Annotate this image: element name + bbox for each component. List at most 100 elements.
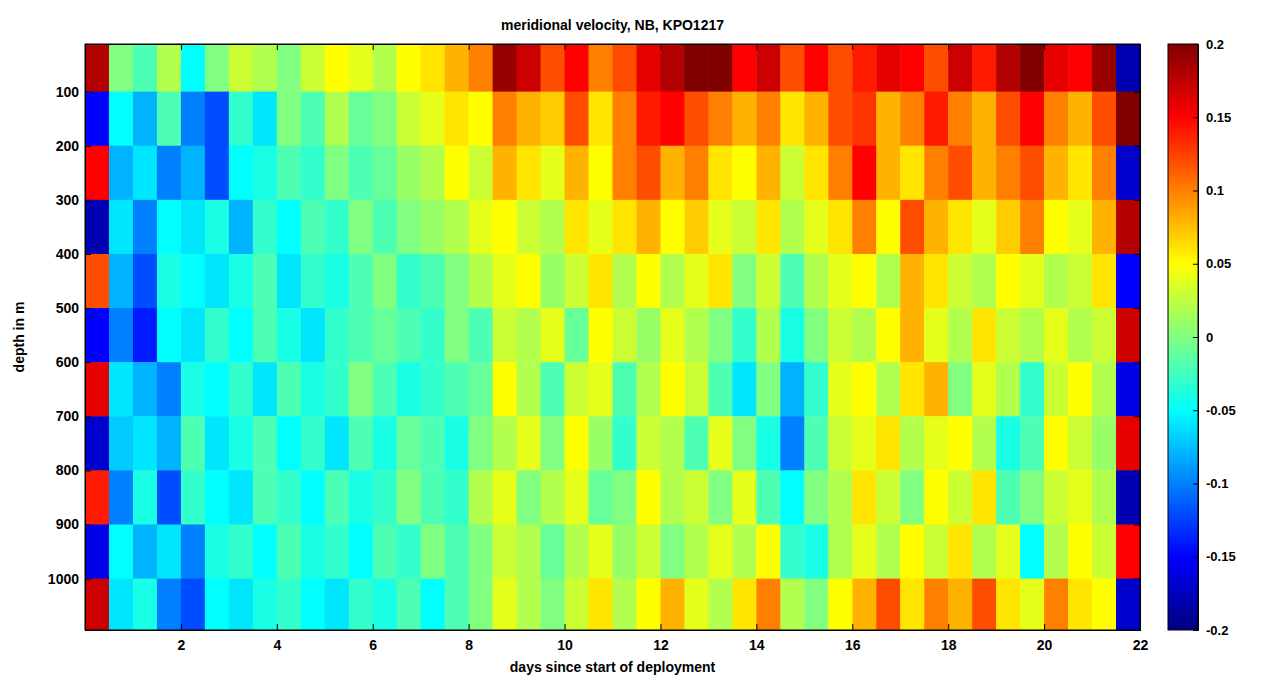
heatmap-cell [732, 308, 756, 363]
heatmap-cell [133, 146, 157, 201]
heatmap-cell [541, 579, 565, 630]
heatmap-cell [684, 579, 708, 630]
heatmap-cell [253, 92, 277, 147]
tick-label: 400 [56, 246, 80, 262]
axis-line [1134, 45, 1141, 631]
tick: -0.05 [1193, 403, 1236, 418]
tick [1134, 470, 1140, 471]
heatmap-cell [636, 92, 660, 147]
heatmap-cell [876, 146, 900, 201]
heatmap-cell [828, 254, 852, 309]
heatmap-cell [732, 579, 756, 630]
heatmap-cell [421, 146, 445, 201]
heatmap-cell [900, 524, 924, 579]
tick-mark [852, 624, 853, 630]
heatmap-cell [972, 470, 996, 525]
heatmap-cell [852, 146, 876, 201]
heatmap-cell [996, 470, 1020, 525]
heatmap-cell [852, 524, 876, 579]
heatmap-cell [277, 416, 301, 471]
tick-mark [756, 44, 757, 50]
x-axis-title: days since start of deployment [510, 659, 716, 675]
heatmap-cell [708, 579, 732, 630]
heatmap-cell [1068, 524, 1092, 579]
heatmap-cell [780, 524, 804, 579]
heatmap-cell [804, 362, 828, 417]
heatmap-cell [157, 44, 181, 92]
heatmap-cell [277, 524, 301, 579]
heatmap-cell [804, 254, 828, 309]
heatmap-cell [421, 254, 445, 309]
heatmap-cell [996, 416, 1020, 471]
heatmap-cell [397, 524, 421, 579]
heatmap-cell [133, 362, 157, 417]
heatmap-cell [349, 362, 373, 417]
tick-mark [373, 624, 374, 630]
tick-label: 0.05 [1206, 256, 1231, 271]
heatmap-cell [780, 200, 804, 255]
tick-mark [277, 624, 278, 630]
heatmap-cell [133, 579, 157, 630]
heatmap-cell [1116, 416, 1140, 471]
heatmap-cell [493, 254, 517, 309]
heatmap-cell [852, 362, 876, 417]
tick: 0 [1193, 330, 1213, 345]
tick: -0.15 [1193, 549, 1236, 564]
heatmap-cell [397, 308, 421, 363]
heatmap-cell [948, 200, 972, 255]
heatmap-cell [1116, 146, 1140, 201]
heatmap-cell [684, 308, 708, 363]
heatmap-cell [205, 308, 229, 363]
tick-mark [1134, 416, 1140, 417]
heatmap-cell [493, 470, 517, 525]
heatmap-cell [684, 200, 708, 255]
heatmap-cell [469, 579, 493, 630]
colorbar [1168, 44, 1198, 630]
heatmap-cell [660, 200, 684, 255]
tick: 700 [56, 408, 91, 424]
heatmap-cell [493, 362, 517, 417]
tick: 600 [56, 354, 91, 370]
heatmap-cell [85, 200, 109, 255]
heatmap-cell [924, 416, 948, 471]
chart: 2468101214161820221002003004005006007008… [0, 0, 1264, 685]
heatmap-cell [445, 200, 469, 255]
heatmap-cell [900, 416, 924, 471]
heatmap-cell [1116, 92, 1140, 147]
heatmap-cell [205, 254, 229, 309]
heatmap-cell [1068, 579, 1092, 630]
heatmap-cell [613, 254, 637, 309]
heatmap-cell [493, 416, 517, 471]
heatmap-cell [1092, 44, 1116, 92]
tick-label: 700 [56, 408, 80, 424]
heatmap-cell [780, 362, 804, 417]
heatmap-cell [373, 362, 397, 417]
heatmap-cell [828, 579, 852, 630]
heatmap-cell [397, 579, 421, 630]
heatmap-cell [972, 200, 996, 255]
tick-mark [1134, 200, 1140, 201]
heatmap-cell [541, 146, 565, 201]
heatmap-cell [349, 416, 373, 471]
heatmap-cell [924, 524, 948, 579]
heatmap-cell [876, 416, 900, 471]
heatmap-cell [373, 470, 397, 525]
tick: -0.2 [1193, 623, 1228, 638]
heatmap-cell [900, 44, 924, 92]
heatmap-cell [133, 44, 157, 92]
tick [948, 44, 949, 50]
heatmap-cell [109, 92, 133, 147]
heatmap-cell [565, 44, 589, 92]
tick [660, 44, 661, 50]
heatmap-cell [852, 579, 876, 630]
tick-mark [85, 254, 91, 255]
heatmap-cell [852, 92, 876, 147]
heatmap-cell [828, 308, 852, 363]
heatmap-cell [445, 92, 469, 147]
heatmap-cell [996, 362, 1020, 417]
heatmap-cell [229, 362, 253, 417]
heatmap-cell [1044, 362, 1068, 417]
heatmap-cell [301, 200, 325, 255]
heatmap-cell [493, 524, 517, 579]
heatmap-cell [277, 308, 301, 363]
